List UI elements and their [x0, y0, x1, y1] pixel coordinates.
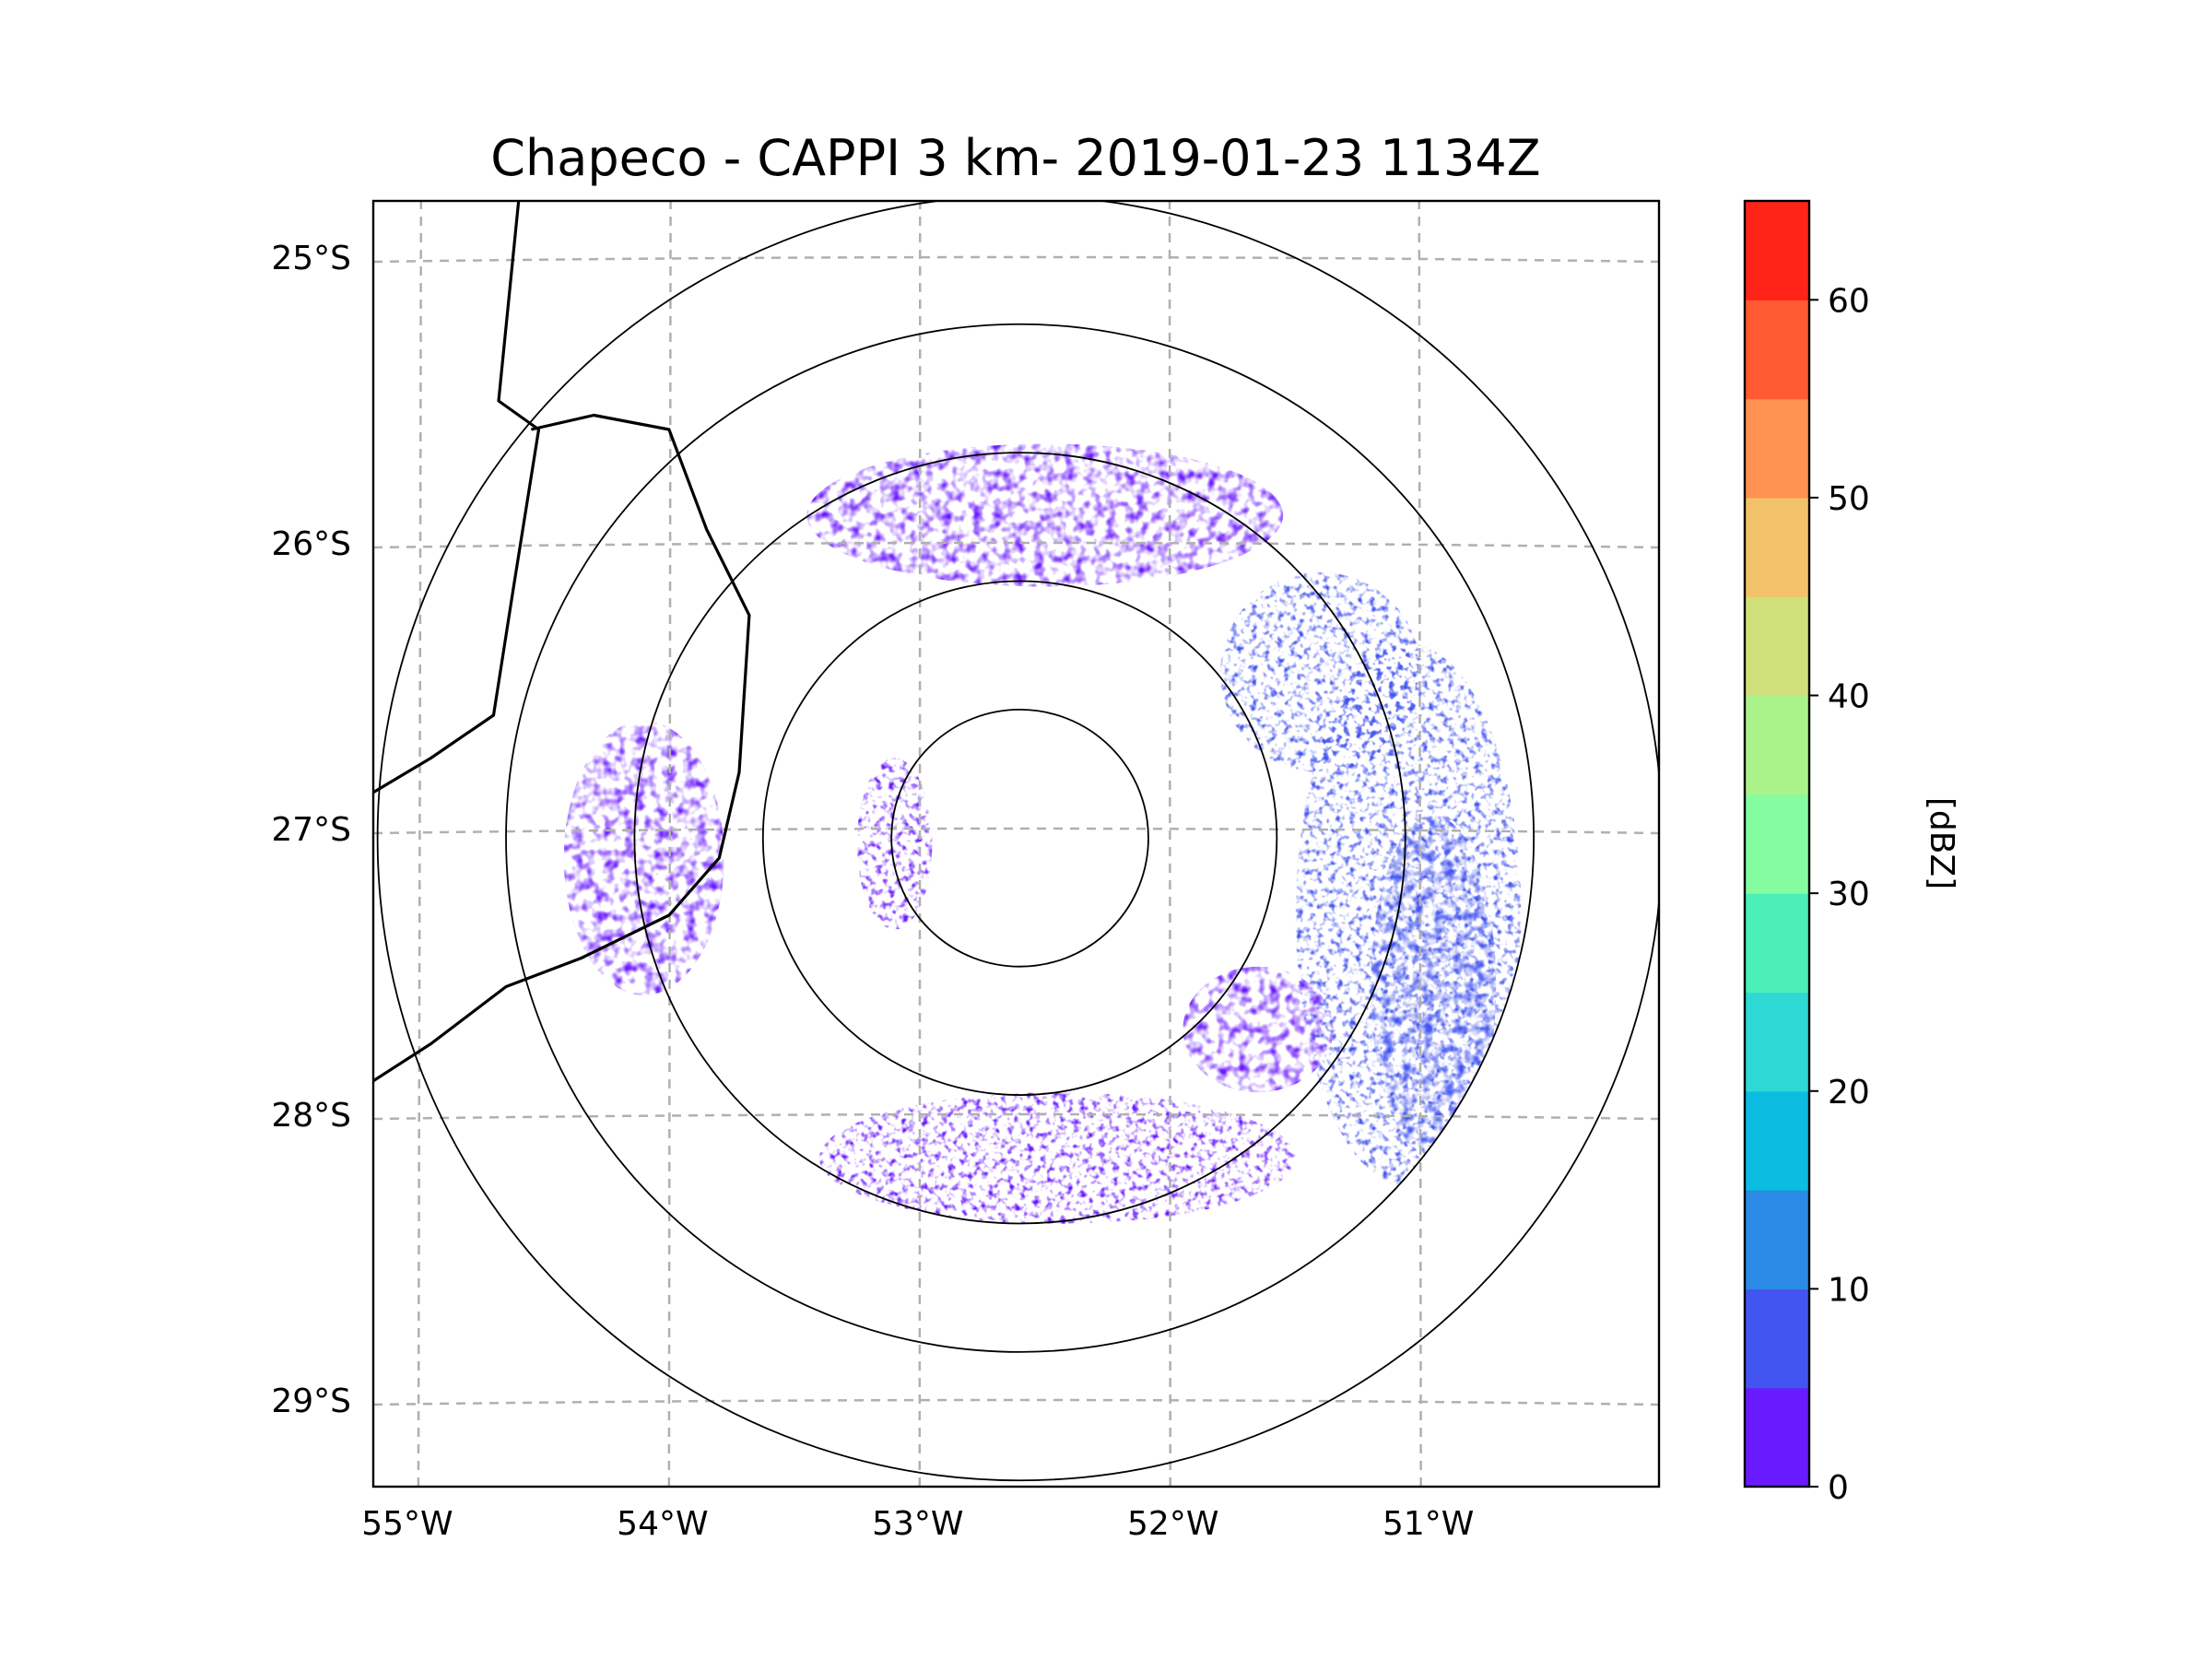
colorbar-tick-label: 0	[1828, 1469, 1849, 1507]
colorbar-segment	[1745, 1090, 1809, 1191]
range-ring-50km	[890, 709, 1149, 968]
range-ring-250km	[376, 201, 1659, 1481]
colorbar-segment	[1745, 300, 1809, 400]
echo-inner-west-arc	[856, 758, 933, 930]
map-panel	[373, 201, 1659, 1487]
lon-tick-label: 51°W	[1382, 1505, 1474, 1543]
colorbar-segment	[1745, 1288, 1809, 1389]
lat-tick-label: 29°S	[271, 1382, 351, 1420]
political-borders	[373, 201, 751, 1083]
echo-east-arc-core	[1371, 815, 1497, 1159]
colorbar-segment	[1745, 1387, 1809, 1488]
colorbar-tick-label: 30	[1828, 876, 1870, 913]
colorbar-segment	[1745, 794, 1809, 894]
colorbar-segment	[1745, 201, 1809, 300]
longitude-ticks: 55°W 54°W 53°W 52°W 51°W	[361, 1505, 1474, 1543]
range-ring-200km	[505, 323, 1535, 1353]
echo-west-band	[563, 721, 724, 995]
colorbar-tick-label: 40	[1828, 678, 1870, 716]
lon-tick-label: 55°W	[361, 1505, 453, 1543]
range-rings	[376, 201, 1659, 1481]
lat-tick-label: 27°S	[271, 811, 351, 849]
colorbar-segment	[1745, 398, 1809, 499]
colorbar-segment	[1745, 497, 1809, 597]
map-frame	[371, 199, 1661, 1488]
echo-north-scatter	[806, 443, 1284, 587]
colorbar-segment	[1745, 893, 1809, 994]
border-argentina-paraguay-brazil	[373, 201, 541, 794]
colorbar-segment	[1745, 695, 1809, 795]
colorbar-segment	[1745, 1190, 1809, 1289]
range-ring-100km	[761, 580, 1278, 1096]
lon-tick-label: 54°W	[617, 1505, 708, 1543]
lon-tick-label: 52°W	[1127, 1505, 1218, 1543]
colorbar: 0 10 20 30 40 50 60 [dBZ]	[1743, 199, 1960, 1507]
colorbar-tick-label: 10	[1828, 1271, 1870, 1309]
lat-tick-label: 26°S	[271, 525, 351, 563]
colorbar-tick-label: 60	[1828, 282, 1870, 320]
colorbar-segment	[1745, 992, 1809, 1092]
echo-south-band	[819, 1092, 1296, 1224]
colorbar-frame	[1743, 199, 1811, 1488]
colorbar-label: [dBZ]	[1923, 797, 1960, 889]
lon-tick-label: 53°W	[872, 1505, 963, 1543]
colorbar-tick-label: 20	[1828, 1074, 1870, 1112]
lat-tick-label: 25°S	[271, 240, 351, 277]
colorbar-segment	[1745, 596, 1809, 697]
echo-southeast-cluster	[1182, 966, 1334, 1093]
chart-title: Chapeco - CAPPI 3 km- 2019-01-23 1134Z	[490, 129, 1540, 187]
range-ring-150km	[633, 452, 1406, 1225]
colorbar-tick-label: 50	[1828, 480, 1870, 518]
lat-tick-label: 28°S	[271, 1097, 351, 1135]
latitude-ticks: 25°S 26°S 27°S 28°S 29°S	[271, 240, 351, 1420]
border-argentina-santa-catarina	[373, 413, 751, 1083]
echo-northeast-cluster	[1220, 572, 1421, 772]
